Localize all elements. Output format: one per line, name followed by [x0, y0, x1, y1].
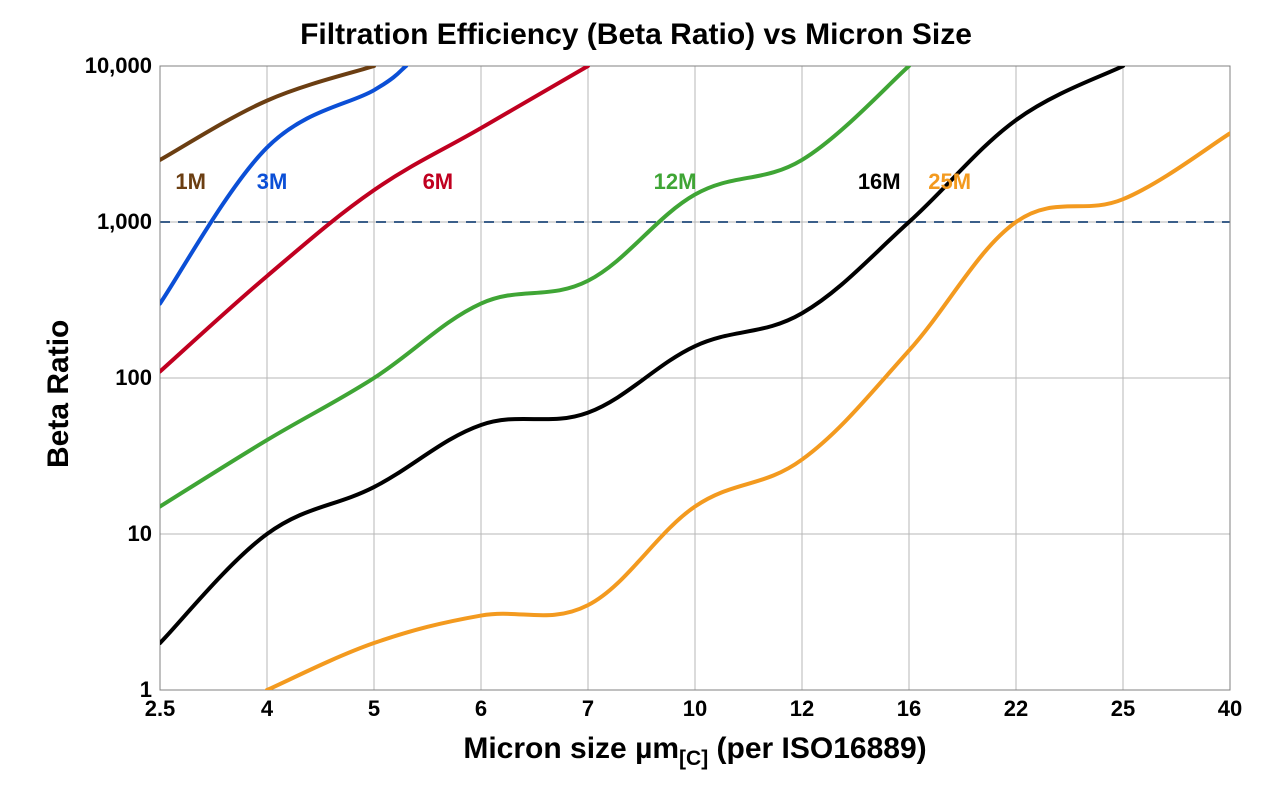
series-label-12M: 12M	[640, 169, 710, 195]
series-label-16M: 16M	[844, 169, 914, 195]
chart-container: Filtration Efficiency (Beta Ratio) vs Mi…	[0, 0, 1272, 790]
x-tick-label: 16	[879, 696, 939, 722]
x-tick-label: 4	[237, 696, 297, 722]
x-tick-label: 5	[344, 696, 404, 722]
series-label-1M: 1M	[156, 169, 226, 195]
series-label-25M: 25M	[915, 169, 985, 195]
x-tick-label: 6	[451, 696, 511, 722]
series-label-3M: 3M	[237, 169, 307, 195]
y-tick-label: 10	[128, 521, 152, 547]
x-tick-label: 22	[986, 696, 1046, 722]
x-tick-label: 10	[665, 696, 725, 722]
y-tick-label: 100	[115, 365, 152, 391]
x-tick-label: 7	[558, 696, 618, 722]
x-tick-label: 40	[1200, 696, 1260, 722]
plot-svg	[0, 0, 1272, 790]
y-tick-label: 10,000	[85, 53, 152, 79]
y-tick-label: 1,000	[97, 209, 152, 235]
series-label-6M: 6M	[403, 169, 473, 195]
x-tick-label: 12	[772, 696, 832, 722]
x-tick-label: 25	[1093, 696, 1153, 722]
x-tick-label: 2.5	[130, 696, 190, 722]
